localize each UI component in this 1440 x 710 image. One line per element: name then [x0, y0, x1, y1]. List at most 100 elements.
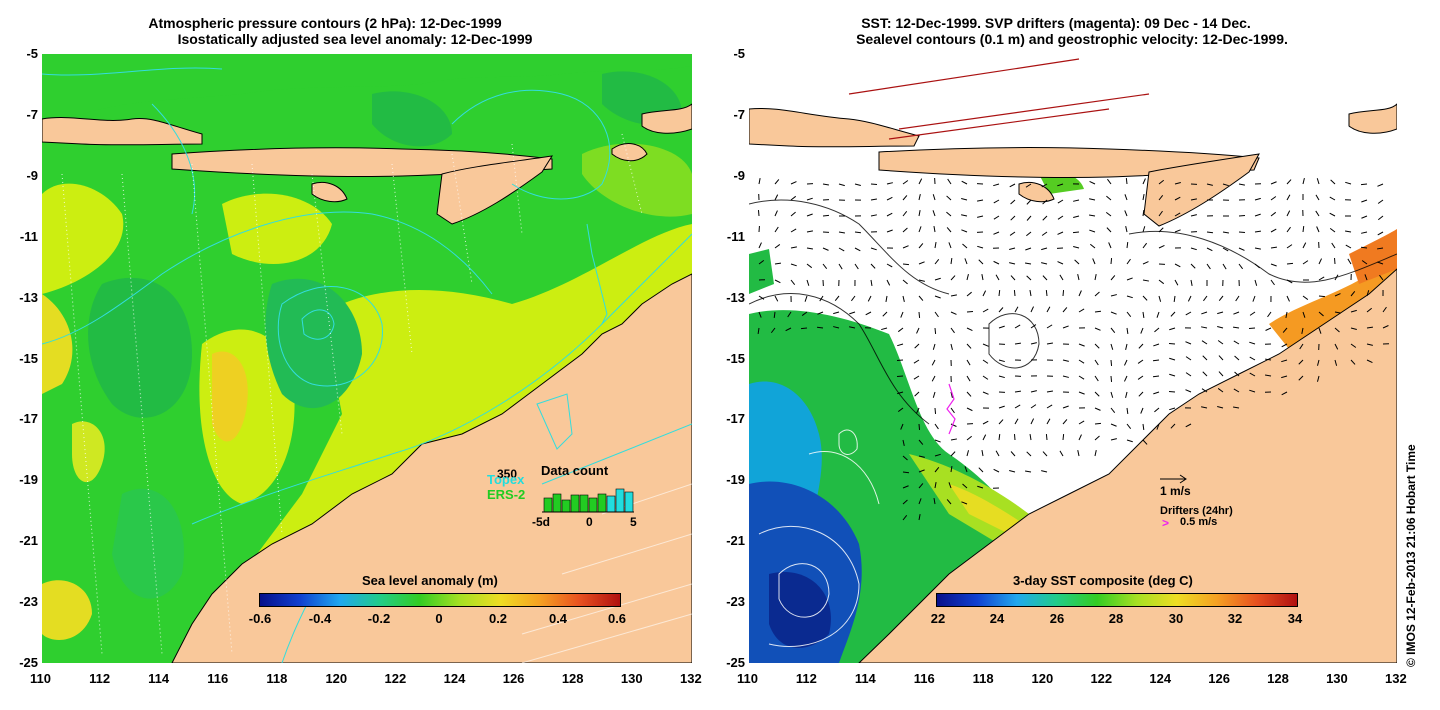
- right-title-line1: SST: 12-Dec-1999. SVP drifters (magenta)…: [861, 15, 1251, 31]
- velocity-vector: [854, 263, 859, 270]
- velocity-vector: [950, 327, 955, 334]
- velocity-vector: [897, 391, 904, 395]
- velocity-vector: [946, 211, 952, 217]
- velocity-vector: [1124, 375, 1128, 382]
- velocity-vector: [806, 279, 810, 286]
- velocity-vector: [1094, 375, 1099, 382]
- velocity-vector: [1233, 340, 1240, 345]
- velocity-vector: [834, 295, 840, 301]
- velocity-vector: [950, 275, 956, 281]
- velocity-vector: [1045, 289, 1048, 297]
- velocity-vector: [1046, 342, 1054, 345]
- velocity-vector: [1286, 179, 1292, 185]
- velocity-vector: [1046, 324, 1053, 329]
- velocity-vector: [966, 359, 971, 366]
- velocity-vector: [1046, 390, 1054, 393]
- velocity-vector: [790, 246, 797, 249]
- velocity-vector: [1026, 275, 1032, 281]
- velocity-vector: [1234, 355, 1240, 361]
- velocity-vector: [1110, 275, 1116, 281]
- velocity-vector: [1350, 343, 1357, 348]
- velocity-vector: [1072, 231, 1080, 234]
- velocity-vector: [1376, 247, 1384, 250]
- velocity-vector: [1170, 423, 1176, 429]
- velocity-vector: [1382, 325, 1389, 329]
- velocity-vector: [946, 499, 952, 505]
- velocity-vector: [1350, 309, 1357, 313]
- velocity-vector: [1238, 247, 1245, 251]
- velocity-vector: [1057, 199, 1064, 204]
- velocity-vector: [950, 451, 956, 457]
- velocity-vector: [886, 212, 893, 217]
- velocity-vector: [785, 327, 792, 332]
- velocity-vector: [950, 257, 953, 265]
- velocity-vector: [1330, 179, 1336, 185]
- velocity-vector: [1013, 433, 1016, 441]
- velocity-vector: [1206, 247, 1213, 252]
- velocity-vector: [918, 210, 921, 217]
- velocity-vector: [1156, 311, 1160, 318]
- velocity-vector: [1318, 327, 1322, 334]
- velocity-vector: [1010, 451, 1016, 457]
- velocity-vector: [1110, 294, 1117, 297]
- velocity-vector: [1158, 279, 1165, 285]
- velocity-vector: [1281, 391, 1288, 396]
- velocity-vector: [870, 279, 873, 287]
- velocity-vector: [804, 295, 808, 302]
- velocity-vector: [1078, 308, 1085, 313]
- velocity-vector: [758, 311, 762, 318]
- histogram-bar: [606, 495, 616, 513]
- velocity-vector: [981, 450, 984, 457]
- velocity-vector: [1062, 419, 1068, 425]
- velocity-vector: [1318, 258, 1323, 265]
- velocity-vector: [758, 259, 765, 265]
- right-y-tick-label: -11: [726, 228, 745, 244]
- velocity-vector: [918, 483, 924, 489]
- velocity-vector: [1238, 214, 1246, 217]
- velocity-vector: [1010, 275, 1016, 281]
- velocity-vector: [1282, 327, 1288, 333]
- velocity-vector: [1286, 262, 1294, 265]
- velocity-vector: [1168, 390, 1176, 393]
- velocity-vector: [1185, 356, 1192, 361]
- velocity-vector: [1041, 183, 1048, 188]
- velocity-vector: [1265, 327, 1272, 331]
- velocity-vector: [1126, 277, 1133, 281]
- velocity-vector: [1110, 423, 1117, 427]
- velocity-vector: [822, 214, 830, 217]
- velocity-vector: [1334, 343, 1339, 350]
- velocity-vector: [902, 514, 908, 521]
- velocity-vector: [1009, 262, 1016, 265]
- velocity-vector: [914, 343, 920, 349]
- velocity-vector: [902, 180, 909, 185]
- velocity-vector: [1142, 439, 1148, 445]
- velocity-vector: [897, 343, 904, 347]
- velocity-vector: [790, 263, 797, 267]
- velocity-vector: [934, 327, 937, 335]
- velocity-vector: [1009, 247, 1016, 251]
- velocity-vector: [1078, 359, 1085, 364]
- velocity-vector: [933, 498, 936, 505]
- velocity-vector: [1317, 359, 1320, 366]
- velocity-vector: [982, 343, 989, 347]
- left-cbar-tick: -0.2: [367, 611, 391, 626]
- velocity-vector: [1078, 420, 1085, 425]
- right-cbar-tick: 34: [1287, 611, 1303, 626]
- velocity-vector: [978, 467, 984, 473]
- velocity-vector: [806, 263, 813, 269]
- velocity-vector: [982, 391, 989, 395]
- velocity-vector: [1094, 327, 1101, 331]
- velocity-vector: [1153, 391, 1160, 395]
- velocity-vector: [1173, 295, 1176, 303]
- velocity-vector: [1286, 194, 1291, 201]
- velocity-vector: [1062, 307, 1068, 313]
- velocity-vector: [934, 242, 937, 249]
- velocity-vector: [870, 198, 878, 201]
- velocity-vector: [1137, 359, 1144, 364]
- velocity-vector: [966, 435, 972, 441]
- velocity-vector: [838, 183, 845, 187]
- velocity-vector: [1285, 311, 1288, 318]
- left-x-tick-label: 110: [30, 671, 51, 686]
- right-cbar-tick: 30: [1168, 611, 1184, 626]
- velocity-vector: [1110, 375, 1113, 383]
